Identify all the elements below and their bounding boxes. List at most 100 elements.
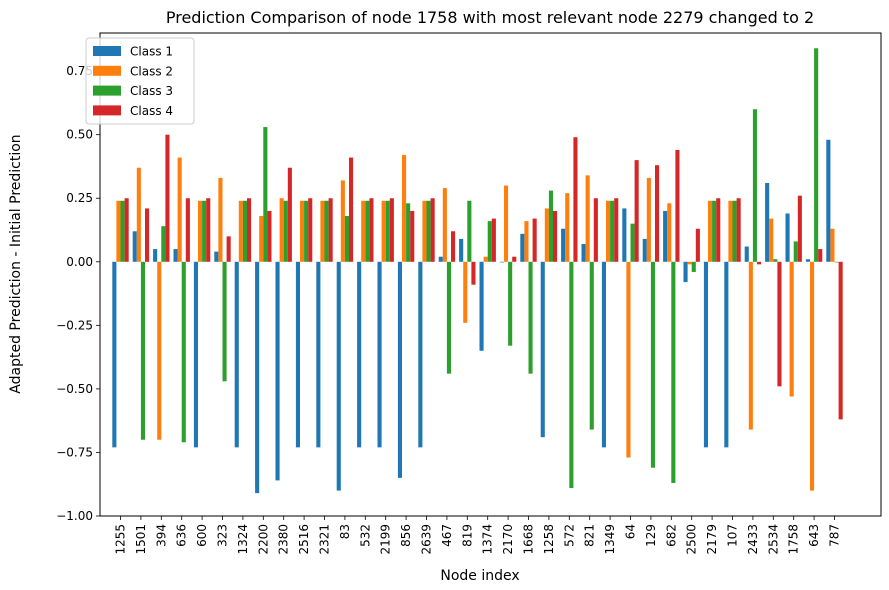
- bar-class-4-1255: [124, 198, 129, 262]
- bar-class-1-1374: [479, 261, 484, 351]
- bar-class-2-636: [177, 157, 182, 262]
- bar-class-3-467: [446, 261, 451, 374]
- legend-swatch: [93, 65, 121, 76]
- bar-class-2-2516: [300, 200, 305, 262]
- x-tick-label: 2321: [318, 524, 332, 555]
- bar-class-4-1349: [614, 198, 619, 262]
- bar-class-4-1668: [532, 218, 537, 262]
- bar-class-2-787: [830, 228, 835, 262]
- x-tick-label: 2200: [256, 524, 270, 555]
- bar-class-2-643: [810, 261, 815, 491]
- y-tick-label: −0.50: [56, 382, 93, 396]
- x-tick-label: 64: [624, 524, 638, 539]
- bar-class-3-2321: [324, 200, 329, 262]
- bar-class-2-467: [442, 188, 447, 262]
- bar-class-4-2199: [389, 198, 394, 262]
- x-axis-label: Node index: [440, 568, 519, 584]
- x-tick-label: 1668: [522, 524, 536, 555]
- x-tick-label: 1258: [542, 524, 556, 555]
- bar-class-2-2639: [422, 200, 427, 262]
- x-tick-label: 2500: [685, 524, 699, 555]
- bar-class-2-2380: [279, 198, 284, 262]
- bar-class-3-2170: [508, 261, 513, 346]
- bar-class-3-572: [569, 261, 574, 489]
- bar-class-4-2500: [695, 228, 700, 262]
- bar-class-1-2500: [683, 261, 688, 283]
- x-tick-label: 636: [175, 524, 189, 547]
- bar-class-1-787: [826, 139, 831, 262]
- x-tick-label: 819: [460, 524, 474, 547]
- bar-class-4-1758: [797, 195, 802, 262]
- y-axis-label: Adapted Prediction - Initial Prediction: [8, 134, 24, 393]
- bar-class-3-64: [630, 223, 635, 262]
- bar-class-2-107: [728, 200, 733, 262]
- bar-class-1-1324: [234, 261, 239, 448]
- x-tick-label: 394: [154, 524, 168, 547]
- bar-class-2-600: [198, 200, 203, 262]
- bar-class-4-394: [165, 134, 170, 262]
- legend-swatch: [93, 105, 121, 116]
- bar-class-2-532: [361, 200, 366, 262]
- x-tick-label: 1374: [481, 524, 495, 555]
- bar-class-4-1324: [247, 198, 252, 262]
- bar-class-1-821: [581, 243, 586, 262]
- x-tick-label: 1324: [236, 524, 250, 555]
- legend: Class 1 Class 2 Class 3 Class 4: [85, 37, 195, 125]
- bar-class-2-1258: [544, 208, 549, 262]
- bar-class-4-1258: [553, 210, 558, 262]
- bar-class-2-1501: [136, 167, 141, 262]
- bar-class-2-394: [157, 261, 162, 440]
- bar-class-3-787: [834, 261, 839, 263]
- bar-class-4-821: [593, 198, 598, 262]
- x-tick-label: 2433: [746, 524, 760, 555]
- x-tick-label: 2179: [705, 524, 719, 555]
- bar-class-3-129: [650, 261, 655, 468]
- bar-class-2-2321: [320, 200, 325, 262]
- bar-class-1-572: [561, 228, 566, 262]
- bar-class-4-1501: [145, 208, 150, 262]
- bar-class-3-2199: [385, 200, 390, 262]
- bar-class-2-1374: [483, 256, 488, 262]
- x-tick-label: 532: [358, 524, 372, 547]
- x-tick-label: 2199: [379, 524, 393, 555]
- bar-class-1-2200: [255, 261, 260, 494]
- bar-class-3-1374: [487, 221, 492, 262]
- x-ticks-group: 1255 1501 394 636 600 323 1324 2200 2380 2516 2321…: [114, 516, 842, 555]
- bar-class-4-2170: [512, 256, 517, 262]
- bar-class-2-1758: [789, 261, 794, 397]
- x-tick-label: 2516: [297, 524, 311, 555]
- bar-class-4-643: [818, 249, 823, 262]
- x-tick-label: 1501: [134, 524, 148, 555]
- bar-class-3-819: [467, 200, 472, 262]
- bar-class-3-2179: [712, 200, 717, 262]
- bars-group: [112, 48, 843, 494]
- bar-class-1-2433: [744, 246, 749, 262]
- bar-class-4-1374: [491, 218, 496, 262]
- bar-class-3-1349: [610, 200, 615, 262]
- bar-class-1-107: [724, 261, 729, 448]
- bar-class-2-323: [218, 177, 223, 262]
- bar-class-1-1758: [785, 213, 790, 262]
- bar-class-4-532: [369, 198, 374, 262]
- plot-frame: [99, 32, 882, 517]
- bar-class-1-2380: [275, 261, 280, 481]
- bar-class-4-600: [206, 198, 211, 262]
- x-tick-label: 682: [664, 524, 678, 547]
- bar-class-4-2200: [267, 210, 272, 262]
- bar-class-4-83: [349, 157, 354, 262]
- bar-class-4-323: [226, 236, 231, 262]
- bar-class-1-2321: [316, 261, 321, 448]
- bar-class-3-600: [202, 200, 207, 262]
- bar-class-2-2200: [259, 216, 264, 262]
- bar-class-4-107: [736, 198, 741, 262]
- x-tick-label: 2639: [420, 524, 434, 555]
- bar-class-2-819: [463, 261, 468, 323]
- bar-class-2-2433: [748, 261, 753, 430]
- bar-class-1-323: [214, 251, 219, 262]
- x-tick-label: 821: [583, 524, 597, 547]
- bar-class-4-636: [185, 198, 190, 262]
- bar-class-4-856: [410, 210, 415, 262]
- bar-class-3-2380: [283, 200, 288, 262]
- bar-class-1-2170: [499, 261, 504, 263]
